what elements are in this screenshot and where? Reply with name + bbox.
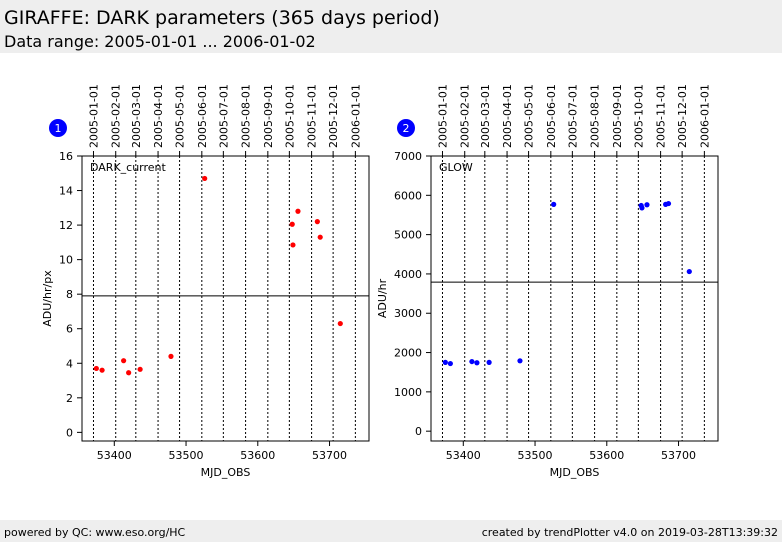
chart1-y-tick-label: 0 [66, 426, 73, 439]
chart1-data-point [99, 367, 105, 373]
chart1-x-tick-label: 53400 [97, 449, 132, 462]
chart2-frame [430, 155, 719, 442]
chart1-y-tick-label: 10 [59, 254, 73, 267]
chart2-data-point [517, 358, 523, 364]
chart1-date-label: 2005-07-01 [217, 84, 230, 148]
chart1-y-tick-label: 8 [66, 288, 73, 301]
chart1-data-point [168, 353, 174, 359]
header-bar: GIRAFFE: DARK parameters (365 days perio… [0, 0, 782, 53]
chart2-y-tick-label: 7000 [394, 150, 422, 163]
chart1-date-label: 2005-12-01 [327, 84, 340, 148]
chart2-data-point [686, 268, 692, 275]
chart1-data-point [137, 366, 143, 372]
chart1-date-label: 2005-04-01 [152, 84, 165, 148]
chart1-annotation: DARK_current [90, 161, 167, 174]
chart2-annotation: GLOW [439, 161, 473, 174]
chart2-date-label: 2005-08-01 [589, 84, 602, 148]
chart2-y-axis-label: ADU/hr [376, 278, 389, 318]
chart1-data-point [289, 221, 295, 227]
chart1-y-tick-label: 6 [66, 323, 73, 336]
page-title: GIRAFFE: DARK parameters (365 days perio… [4, 7, 440, 29]
data-range: Data range: 2005-01-01 ... 2006-01-02 [4, 32, 316, 51]
chart1-data-point [337, 320, 343, 327]
chart2-x-tick-label: 53400 [446, 449, 481, 462]
chart1-x-tick-label: 53700 [312, 449, 347, 462]
chart2-x-axis-label: MJD_OBS [550, 466, 600, 479]
chart1-y-tick-label: 4 [66, 357, 73, 370]
chart1-y-tick-label: 16 [59, 150, 73, 163]
chart2-data-point [447, 360, 453, 367]
chart2-badge-number: 2 [403, 122, 410, 135]
chart2-badge-circle [397, 119, 415, 137]
chart1-x-tick-label: 53500 [169, 449, 204, 462]
chart1-date-label: 2006-01-01 [349, 84, 362, 148]
chart1-y-tick-label: 2 [66, 392, 73, 405]
chart1-badge-circle [49, 119, 67, 137]
chart2-x-tick-label: 53700 [661, 449, 696, 462]
chart2-date-label: 2005-12-01 [676, 84, 689, 148]
chart2-x-tick-label: 53600 [589, 449, 624, 462]
chart2-y-tick-label: 5000 [394, 229, 422, 242]
chart2-data-point [469, 358, 475, 365]
chart1-frame [81, 155, 370, 442]
chart2-data-point [551, 201, 557, 207]
chart2-x-tick-label: 53500 [518, 449, 553, 462]
chart2-date-label: 2005-07-01 [566, 84, 579, 148]
chart2-data-point [644, 202, 650, 208]
chart1-data-point [317, 234, 323, 240]
chart1-y-tick-label: 14 [59, 185, 73, 198]
chart2-y-tick-label: 6000 [394, 189, 422, 202]
chart2-y-tick-label: 0 [415, 425, 422, 438]
chart1-x-tick-label: 53600 [240, 449, 275, 462]
chart2-date-label: 2005-09-01 [611, 84, 624, 148]
chart2-data-point [442, 359, 448, 365]
chart1-date-label: 2005-10-01 [283, 84, 296, 148]
footer-powered-by: powered by QC: www.eso.org/HC [4, 526, 186, 539]
chart1-data-point [93, 365, 99, 372]
chart2-date-label: 2006-01-01 [698, 84, 711, 148]
chart1-y-axis-label: ADU/hr/px [41, 270, 54, 327]
footer-created-by: created by trendPlotter v4.0 on 2019-03-… [481, 526, 778, 539]
footer-bar: powered by QC: www.eso.org/HC created by… [0, 520, 782, 542]
chart1-badge-number: 1 [55, 122, 62, 135]
chart2-data-point [474, 360, 480, 366]
chart2-data-point [486, 359, 492, 365]
chart2-date-label: 2005-01-01 [436, 84, 449, 148]
chart1-data-point [290, 242, 296, 248]
chart2-y-tick-label: 2000 [394, 347, 422, 360]
chart1-date-label: 2005-05-01 [174, 84, 187, 148]
chart1-date-label: 2005-02-01 [110, 84, 123, 148]
charts-area: 2005-01-01 2005-02-01 2005-03-01 2005-04-01… [41, 84, 719, 479]
chart2-data-point [639, 205, 645, 211]
chart2-y-tick-label: 1000 [394, 386, 422, 399]
chart2-data-point [665, 200, 672, 207]
chart2-date-label: 2005-11-01 [655, 84, 668, 148]
chart2-date-label: 2005-10-01 [632, 84, 645, 148]
chart1-data-point [121, 358, 127, 364]
chart1-date-label: 2005-06-01 [196, 84, 209, 148]
chart2-date-label: 2005-02-01 [459, 84, 472, 148]
chart1-x-axis-label: MJD_OBS [201, 466, 251, 479]
chart1-date-label: 2005-03-01 [130, 84, 143, 148]
chart1-date-label: 2005-08-01 [240, 84, 253, 148]
chart1-date-label: 2005-09-01 [262, 84, 275, 148]
chart2-date-label: 2005-05-01 [523, 84, 536, 148]
chart2-y-tick-label: 4000 [394, 268, 422, 281]
chart2-date-label: 2005-03-01 [479, 84, 492, 148]
chart1-data-point [314, 219, 320, 225]
chart1-data-point [295, 208, 301, 214]
chart1-date-label: 2005-11-01 [306, 84, 319, 148]
chart1-data-point [126, 370, 132, 376]
chart1-data-point [202, 175, 208, 182]
chart2-date-label: 2005-04-01 [501, 84, 514, 148]
chart1-y-tick-label: 12 [59, 219, 73, 232]
chart2-date-label: 2005-06-01 [545, 84, 558, 148]
chart1-date-label: 2005-01-01 [87, 84, 100, 148]
chart2-y-tick-label: 3000 [394, 307, 422, 320]
